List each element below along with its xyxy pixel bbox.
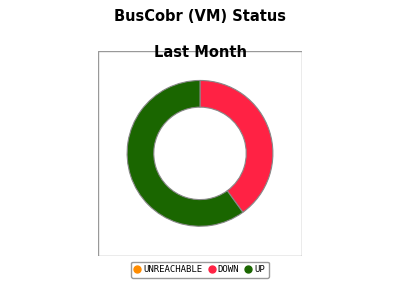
Text: BusCobr (VM) Status: BusCobr (VM) Status	[114, 9, 286, 24]
Wedge shape	[200, 80, 273, 212]
Bar	[98, 51, 302, 256]
Legend: UNREACHABLE, DOWN, UP: UNREACHABLE, DOWN, UP	[131, 262, 269, 278]
Wedge shape	[127, 80, 243, 226]
Text: Last Month: Last Month	[154, 45, 246, 60]
